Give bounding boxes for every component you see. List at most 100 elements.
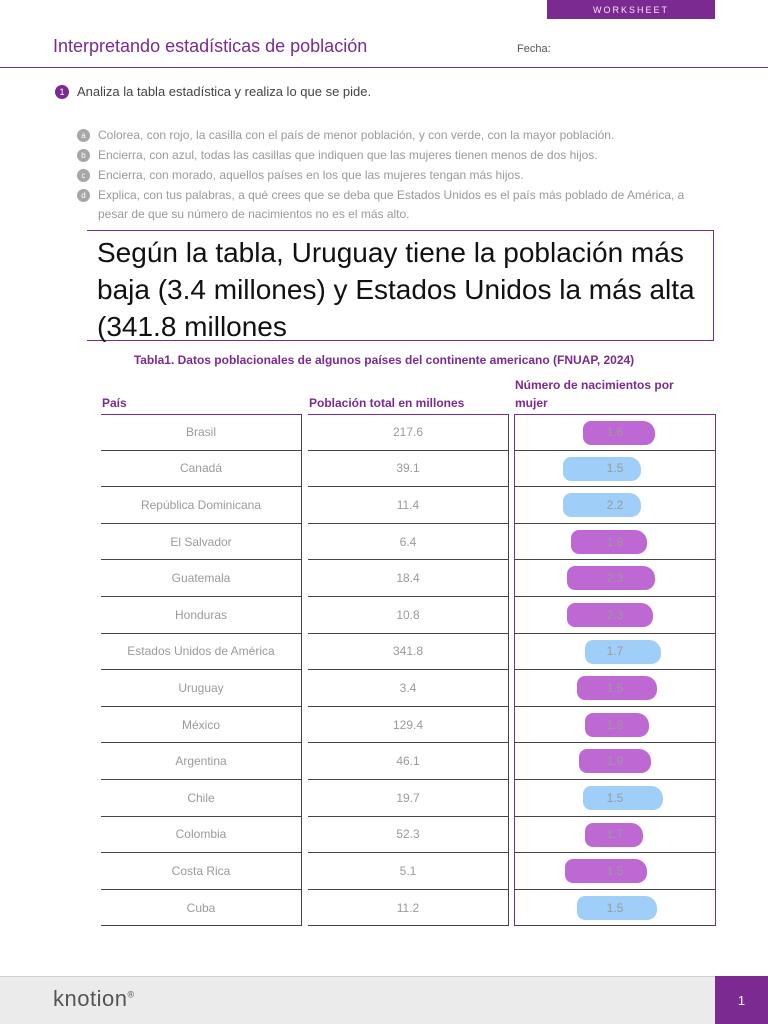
- population-cell[interactable]: 11.2: [308, 889, 509, 927]
- births-value: 1.5: [606, 680, 624, 695]
- population-cell[interactable]: 217.6: [308, 414, 509, 451]
- births-value: 2.3: [606, 571, 624, 586]
- births-value: 2.3: [606, 607, 624, 622]
- births-value: 1.7: [606, 827, 624, 842]
- worksheet-tag: WORKSHEET: [547, 0, 715, 19]
- country-cell[interactable]: Uruguay: [101, 670, 302, 707]
- blue-highlight-mark: [563, 456, 641, 481]
- births-cell[interactable]: 1.5: [514, 670, 716, 707]
- population-column: 217.6 39.1 11.4 6.4 18.4 10.8 341.8 3.4 129.4 46.…: [308, 414, 509, 927]
- births-cell[interactable]: 1.7: [514, 816, 716, 854]
- instruction-text: Colorea, con rojo, la casilla con el paí…: [98, 128, 615, 142]
- country-cell[interactable]: Estados Unidos de América: [101, 633, 302, 671]
- population-cell[interactable]: 6.4: [308, 523, 509, 561]
- blue-highlight-mark: [585, 639, 661, 664]
- births-value: 1.8: [606, 717, 624, 732]
- country-cell[interactable]: Brasil: [101, 414, 302, 451]
- births-cell[interactable]: 1.8: [514, 523, 716, 561]
- population-cell[interactable]: 5.1: [308, 853, 509, 890]
- population-cell[interactable]: 129.4: [308, 706, 509, 744]
- instruction-letter-badge: a: [77, 129, 90, 142]
- activity-prompt: Analiza la tabla estadística y realiza l…: [77, 84, 372, 99]
- country-cell[interactable]: Guatemala: [101, 560, 302, 597]
- registered-mark: ®: [127, 989, 135, 1000]
- country-cell[interactable]: Chile: [101, 779, 302, 817]
- population-cell[interactable]: 3.4: [308, 670, 509, 707]
- country-column: Brasil Canadá República Dominicana El Salva…: [101, 414, 302, 927]
- population-cell[interactable]: 18.4: [308, 560, 509, 597]
- instruction-text: Explica, con tus palabras, a qué crees q…: [98, 188, 685, 221]
- page-title: Interpretando estadísticas de población: [53, 36, 368, 56]
- purple-highlight-mark: [585, 712, 649, 737]
- population-cell[interactable]: 10.8: [308, 596, 509, 634]
- births-value: 1.7: [606, 644, 624, 659]
- instruction-letter-badge: d: [77, 189, 90, 202]
- instruction-text: Encierra, con azul, todas las casillas q…: [98, 148, 598, 162]
- country-cell[interactable]: Colombia: [101, 816, 302, 854]
- header-divider: [0, 67, 768, 68]
- births-cell[interactable]: 1.6: [514, 414, 716, 451]
- purple-highlight-mark: [571, 529, 647, 554]
- births-value: 1.5: [606, 863, 624, 878]
- country-cell[interactable]: México: [101, 706, 302, 744]
- purple-highlight-mark: [567, 602, 653, 627]
- country-cell[interactable]: República Dominicana: [101, 487, 302, 524]
- instruction-text: Encierra, con morado, aquellos países en…: [98, 168, 524, 182]
- births-cell[interactable]: 2.2: [514, 487, 716, 524]
- date-label: Fecha:: [517, 43, 551, 55]
- country-cell[interactable]: Cuba: [101, 889, 302, 927]
- header-population: Población total en millones: [309, 396, 465, 410]
- instruction-item: d Explica, con tus palabras, a qué crees…: [77, 186, 707, 224]
- instruction-item: a Colorea, con rojo, la casilla con el p…: [77, 126, 707, 145]
- births-cell[interactable]: 1.5: [514, 450, 716, 488]
- country-cell[interactable]: Argentina: [101, 743, 302, 780]
- births-value: 1.9: [606, 754, 624, 769]
- country-cell[interactable]: Canadá: [101, 450, 302, 488]
- purple-highlight-mark: [577, 676, 657, 701]
- header-country: País: [102, 396, 127, 410]
- population-cell[interactable]: 19.7: [308, 779, 509, 817]
- births-column: 1.6 1.5 2.2 1.8 2.3 2.3 1.7 1.5 1.8 1.9 1.5 1.7 1.5 1…: [514, 414, 716, 927]
- population-cell[interactable]: 52.3: [308, 816, 509, 854]
- purple-highlight-mark: [579, 749, 651, 774]
- births-cell[interactable]: 1.5: [514, 889, 716, 927]
- blue-highlight-mark: [577, 895, 657, 920]
- answer-text[interactable]: Según la tabla, Uruguay tiene la poblaci…: [97, 237, 695, 342]
- instruction-item: c Encierra, con morado, aquellos países …: [77, 166, 707, 185]
- births-cell[interactable]: 1.5: [514, 779, 716, 817]
- births-value: 1.6: [606, 425, 624, 440]
- population-cell[interactable]: 11.4: [308, 487, 509, 524]
- births-value: 1.8: [606, 534, 624, 549]
- blue-highlight-mark: [563, 493, 641, 518]
- instruction-letter-badge: b: [77, 149, 90, 162]
- population-cell[interactable]: 39.1: [308, 450, 509, 488]
- population-cell[interactable]: 46.1: [308, 743, 509, 780]
- births-cell[interactable]: 1.5: [514, 853, 716, 890]
- blue-highlight-mark: [583, 785, 663, 810]
- population-cell[interactable]: 341.8: [308, 633, 509, 671]
- country-cell[interactable]: Honduras: [101, 596, 302, 634]
- page-number: 1: [715, 976, 768, 1024]
- purple-highlight-mark: [567, 566, 655, 591]
- country-cell[interactable]: El Salvador: [101, 523, 302, 561]
- births-value: 1.5: [606, 461, 624, 476]
- purple-highlight-mark: [565, 859, 647, 884]
- births-value: 2.2: [606, 497, 624, 512]
- answer-box[interactable]: [87, 230, 714, 341]
- births-value: 1.5: [606, 790, 624, 805]
- table-caption: Tabla1. Datos poblacionales de algunos p…: [133, 353, 635, 367]
- activity-number-badge: 1: [55, 85, 69, 99]
- births-cell[interactable]: 2.3: [514, 596, 716, 634]
- header-births: Número de nacimientos por mujer: [515, 378, 674, 410]
- births-value: 1.5: [606, 900, 624, 915]
- purple-highlight-mark: [583, 421, 655, 445]
- instruction-item: b Encierra, con azul, todas las casillas…: [77, 146, 707, 165]
- births-cell[interactable]: 2.3: [514, 560, 716, 597]
- brand-name: knotion: [53, 986, 128, 1011]
- births-cell[interactable]: 1.7: [514, 633, 716, 671]
- country-cell[interactable]: Costa Rica: [101, 853, 302, 890]
- footer-bar: [0, 976, 768, 1024]
- purple-highlight-mark: [585, 822, 643, 847]
- births-cell[interactable]: 1.9: [514, 743, 716, 780]
- births-cell[interactable]: 1.8: [514, 706, 716, 744]
